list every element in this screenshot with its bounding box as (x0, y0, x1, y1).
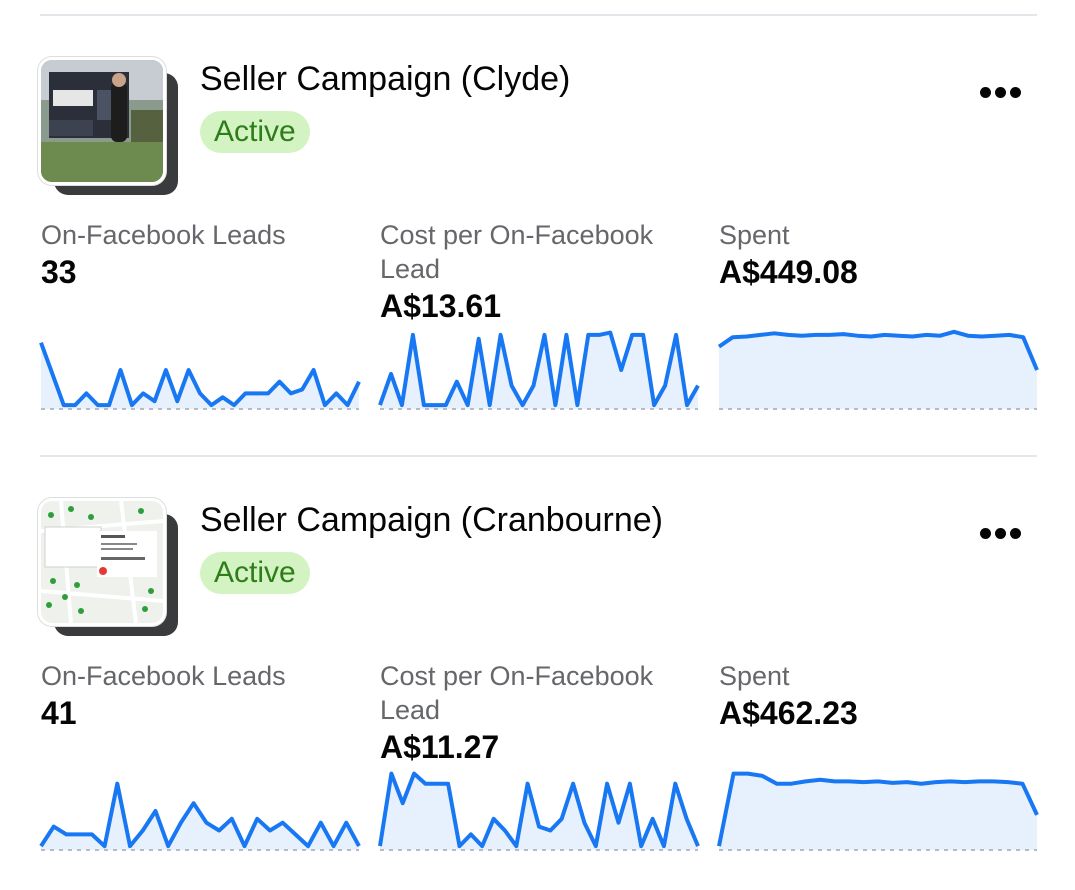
metric-value-cost-per-lead: A$13.61 (380, 288, 501, 324)
campaign-thumbnail[interactable] (38, 498, 180, 640)
status-badge: Active (200, 552, 310, 594)
sparkline-series (39, 781, 361, 849)
metric-value-cost-per-lead: A$11.27 (380, 729, 500, 765)
sparkline-area (719, 331, 1037, 409)
more-dot (1010, 87, 1021, 98)
metric-value-spent: A$449.08 (719, 254, 858, 290)
metric-label-leads: On-Facebook Leads (41, 661, 286, 691)
sparkline-area (719, 773, 1037, 850)
sparkline-series (717, 329, 1039, 371)
campaign-card-cranbourne[interactable]: Seller Campaign (Cranbourne) Active On-F… (0, 441, 1075, 881)
more-horizontal-icon (980, 528, 991, 539)
sparkline-series (39, 342, 361, 408)
sparkline-leads (39, 781, 361, 851)
divider-middle (40, 455, 1037, 457)
sparkline-leads (39, 342, 361, 410)
campaign-thumbnail[interactable] (38, 57, 180, 199)
sparkline-series (378, 330, 700, 408)
sparkline-area (380, 773, 698, 850)
sparkline-spent (717, 329, 1039, 410)
thumbnail-photo (38, 57, 166, 185)
sparkline-series (717, 771, 1039, 847)
sparkline-series (378, 771, 700, 849)
sold-sign-image-icon (41, 60, 163, 182)
divider-top (40, 14, 1037, 16)
campaign-title[interactable]: Seller Campaign (Clyde) (200, 60, 571, 98)
more-dot (1010, 528, 1021, 539)
metric-label-cost-per-lead: Cost per On-Facebook Lead (380, 220, 654, 284)
metric-value-leads: 41 (41, 695, 77, 731)
metric-label-cost-per-lead: Cost per On-Facebook Lead (380, 661, 654, 725)
sparkline-cost-per-lead (378, 771, 700, 851)
thumbnail-map (38, 498, 166, 626)
campaign-card-clyde[interactable]: Seller Campaign (Clyde) Active On-Facebo… (0, 0, 1075, 440)
campaign-title[interactable]: Seller Campaign (Cranbourne) (200, 501, 664, 539)
sparkline-spent (717, 771, 1039, 851)
metric-label-spent: Spent (719, 661, 790, 691)
more-dot (995, 528, 1006, 539)
more-horizontal-icon (980, 87, 991, 98)
more-options-button[interactable] (980, 526, 1030, 546)
sparkline-area (41, 342, 359, 409)
metric-label-spent: Spent (719, 220, 790, 250)
metric-label-leads: On-Facebook Leads (41, 220, 286, 250)
map-image-icon (41, 501, 163, 623)
sparkline-cost-per-lead (378, 330, 700, 410)
more-dot (995, 87, 1006, 98)
status-badge: Active (200, 111, 310, 153)
more-options-button[interactable] (980, 85, 1030, 105)
metric-value-leads: 33 (41, 254, 77, 290)
metric-value-spent: A$462.23 (719, 695, 858, 731)
